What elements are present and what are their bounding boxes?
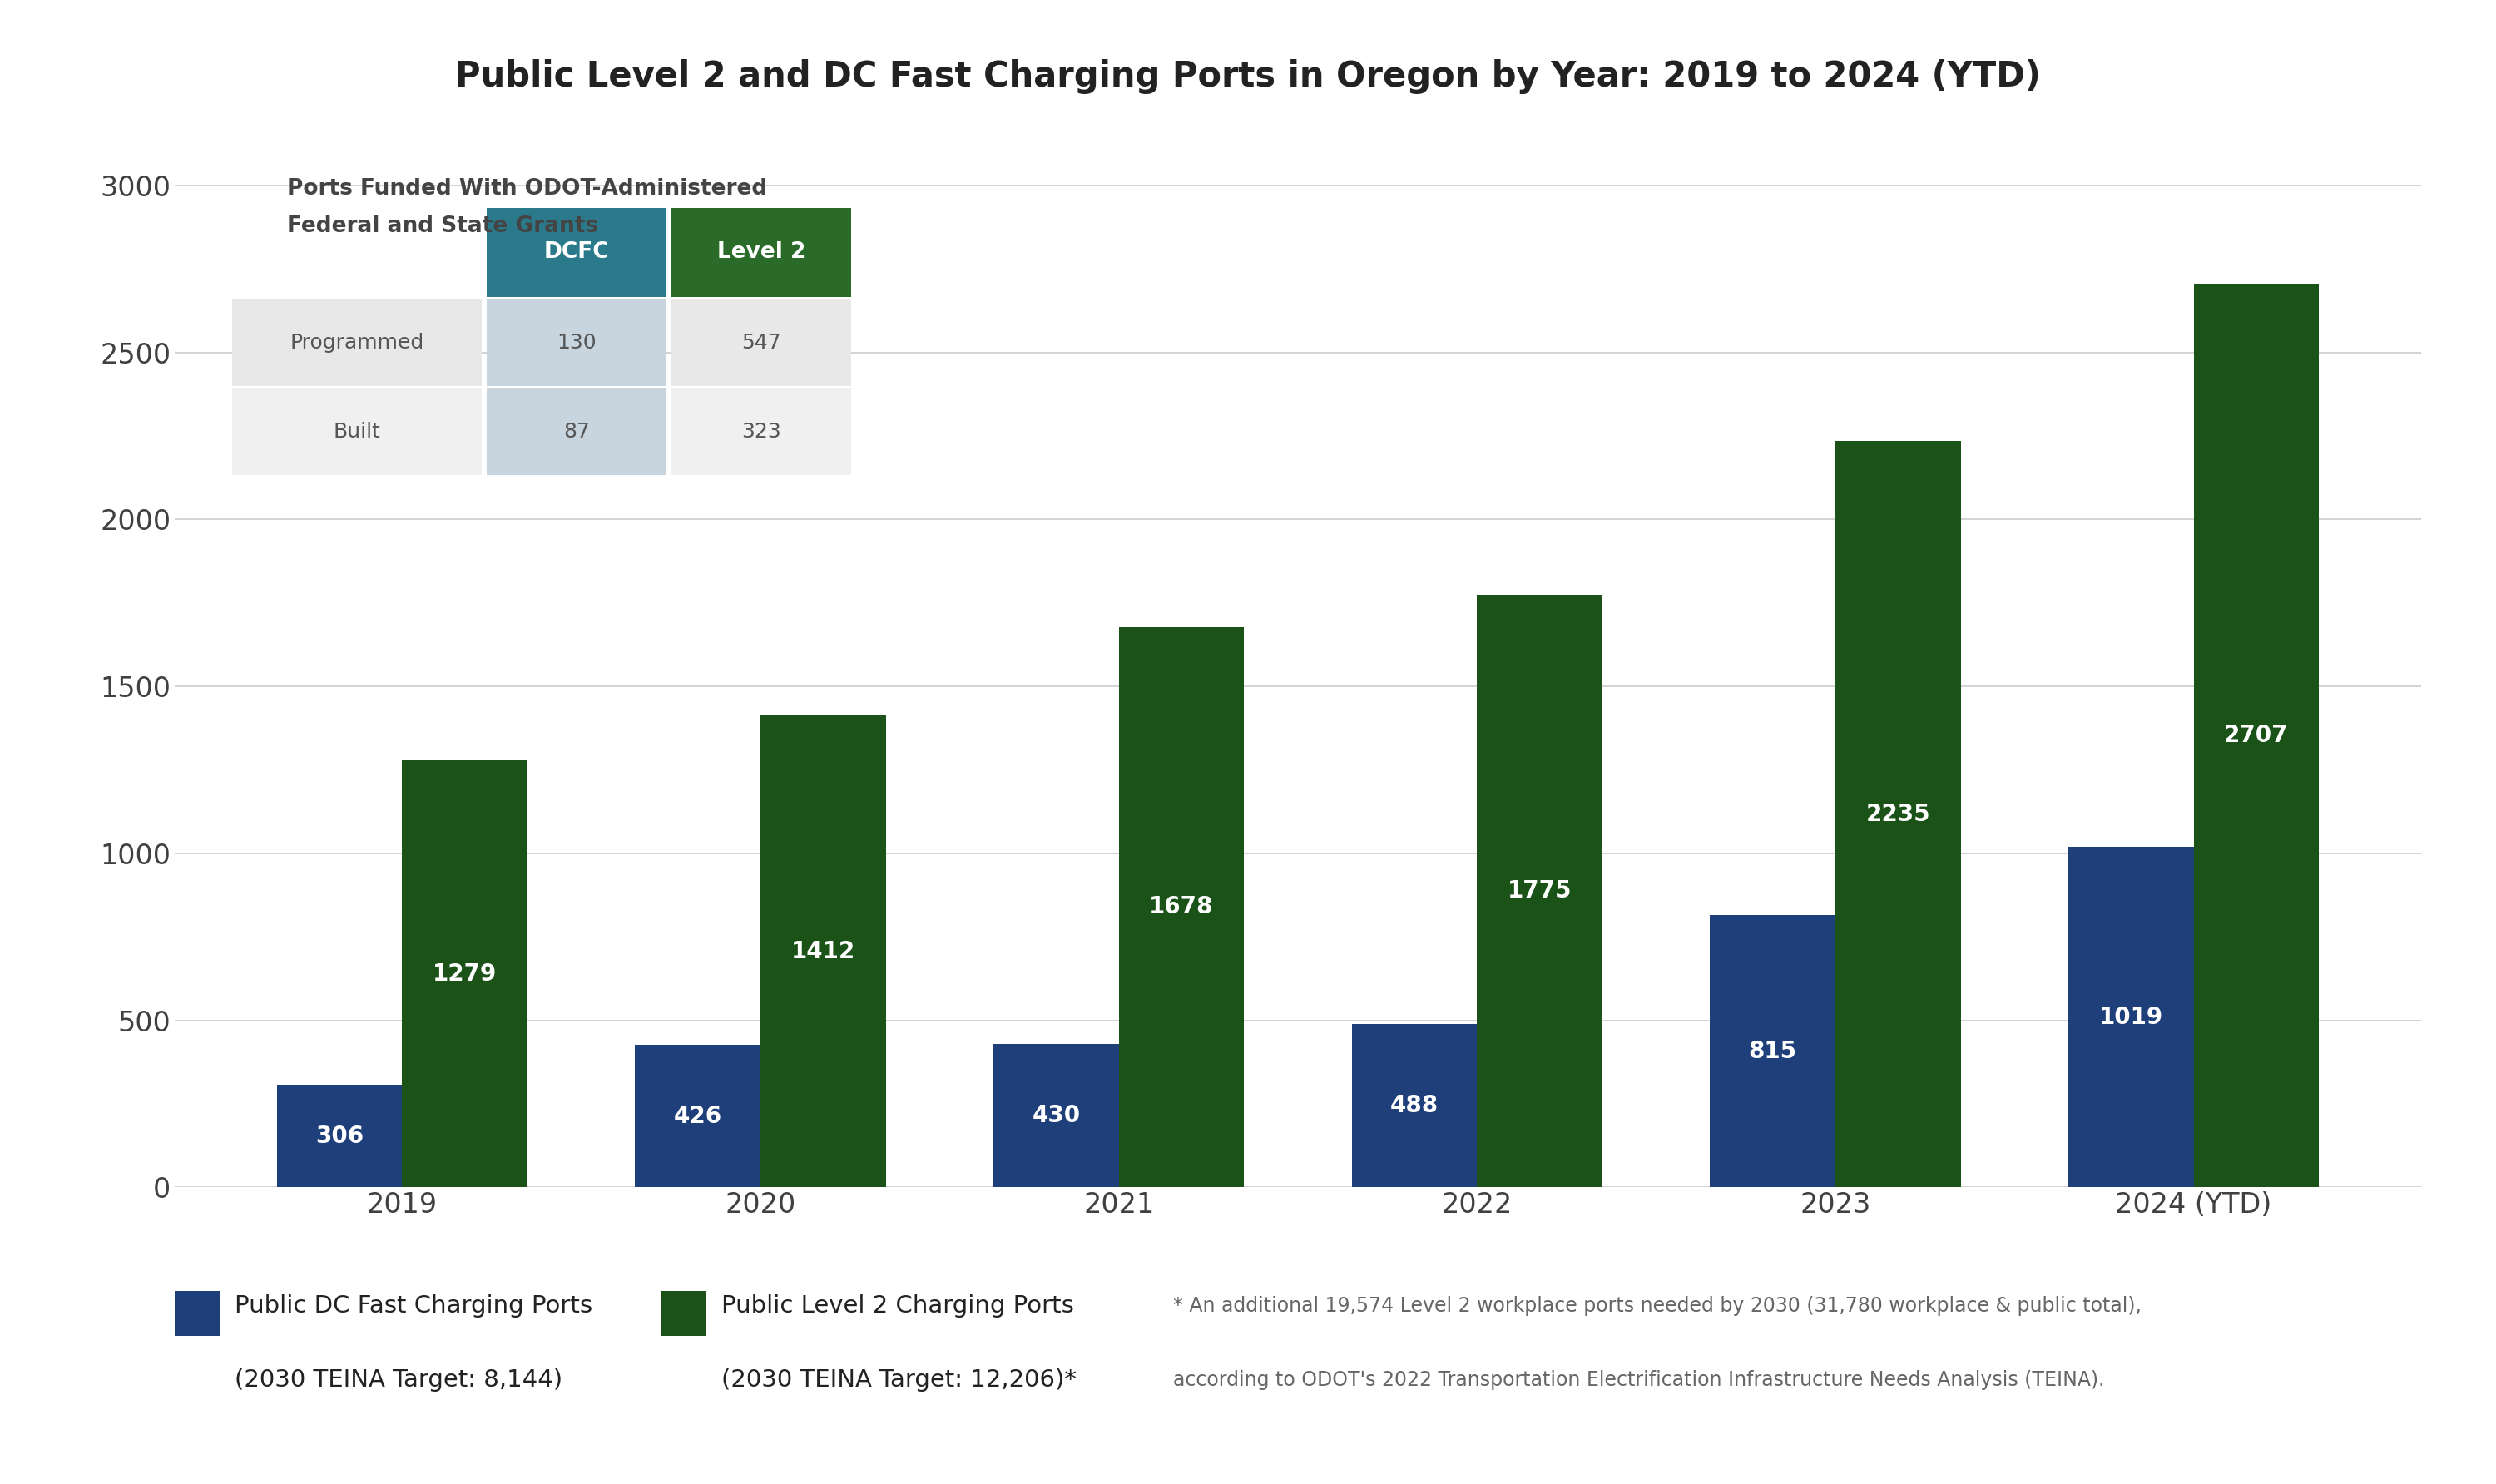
- Text: 306: 306: [314, 1125, 364, 1147]
- Bar: [1353, 1024, 1478, 1187]
- Text: 1775: 1775: [1508, 879, 1572, 902]
- Text: 1678: 1678: [1148, 895, 1213, 919]
- Text: Programmed: Programmed: [290, 332, 424, 353]
- Bar: [2069, 847, 2194, 1187]
- Bar: [402, 760, 527, 1187]
- Text: Ports Funded With ODOT-Administered: Ports Funded With ODOT-Administered: [287, 178, 766, 200]
- Text: 815: 815: [1750, 1039, 1797, 1063]
- Text: Public Level 2 Charging Ports: Public Level 2 Charging Ports: [721, 1294, 1073, 1318]
- Text: Federal and State Grants: Federal and State Grants: [287, 215, 599, 237]
- Text: Built: Built: [334, 421, 379, 442]
- Text: 547: 547: [741, 332, 781, 353]
- Text: Public Level 2 and DC Fast Charging Ports in Oregon by Year: 2019 to 2024 (YTD): Public Level 2 and DC Fast Charging Port…: [454, 59, 2042, 95]
- Text: 1019: 1019: [2099, 1006, 2164, 1028]
- Text: (2030 TEINA Target: 12,206)*: (2030 TEINA Target: 12,206)*: [721, 1368, 1076, 1392]
- Text: according to ODOT's 2022 Transportation Electrification Infrastructure Needs Ana: according to ODOT's 2022 Transportation …: [1173, 1370, 2104, 1391]
- Bar: [1835, 441, 1962, 1187]
- Text: 488: 488: [1390, 1094, 1438, 1117]
- Text: 430: 430: [1031, 1104, 1081, 1126]
- Text: 323: 323: [741, 421, 781, 442]
- Text: 130: 130: [557, 332, 597, 353]
- Text: 87: 87: [564, 421, 589, 442]
- Text: 2235: 2235: [1865, 803, 1929, 825]
- Text: * An additional 19,574 Level 2 workplace ports needed by 2030 (31,780 workplace : * An additional 19,574 Level 2 workplace…: [1173, 1296, 2142, 1316]
- Text: 1279: 1279: [432, 962, 497, 985]
- Text: Level 2: Level 2: [716, 242, 806, 263]
- Bar: [993, 1043, 1118, 1187]
- Bar: [1118, 626, 1243, 1187]
- Text: DCFC: DCFC: [544, 242, 609, 263]
- Text: 2707: 2707: [2224, 724, 2289, 746]
- Text: Public DC Fast Charging Ports: Public DC Fast Charging Ports: [235, 1294, 592, 1318]
- Text: 426: 426: [674, 1104, 721, 1128]
- Bar: [1478, 595, 1602, 1187]
- Bar: [761, 715, 886, 1187]
- Bar: [2194, 283, 2319, 1187]
- Bar: [1710, 916, 1835, 1187]
- Bar: [634, 1045, 761, 1187]
- Text: 1412: 1412: [791, 939, 856, 963]
- Text: (2030 TEINA Target: 8,144): (2030 TEINA Target: 8,144): [235, 1368, 562, 1392]
- Bar: [277, 1085, 402, 1187]
